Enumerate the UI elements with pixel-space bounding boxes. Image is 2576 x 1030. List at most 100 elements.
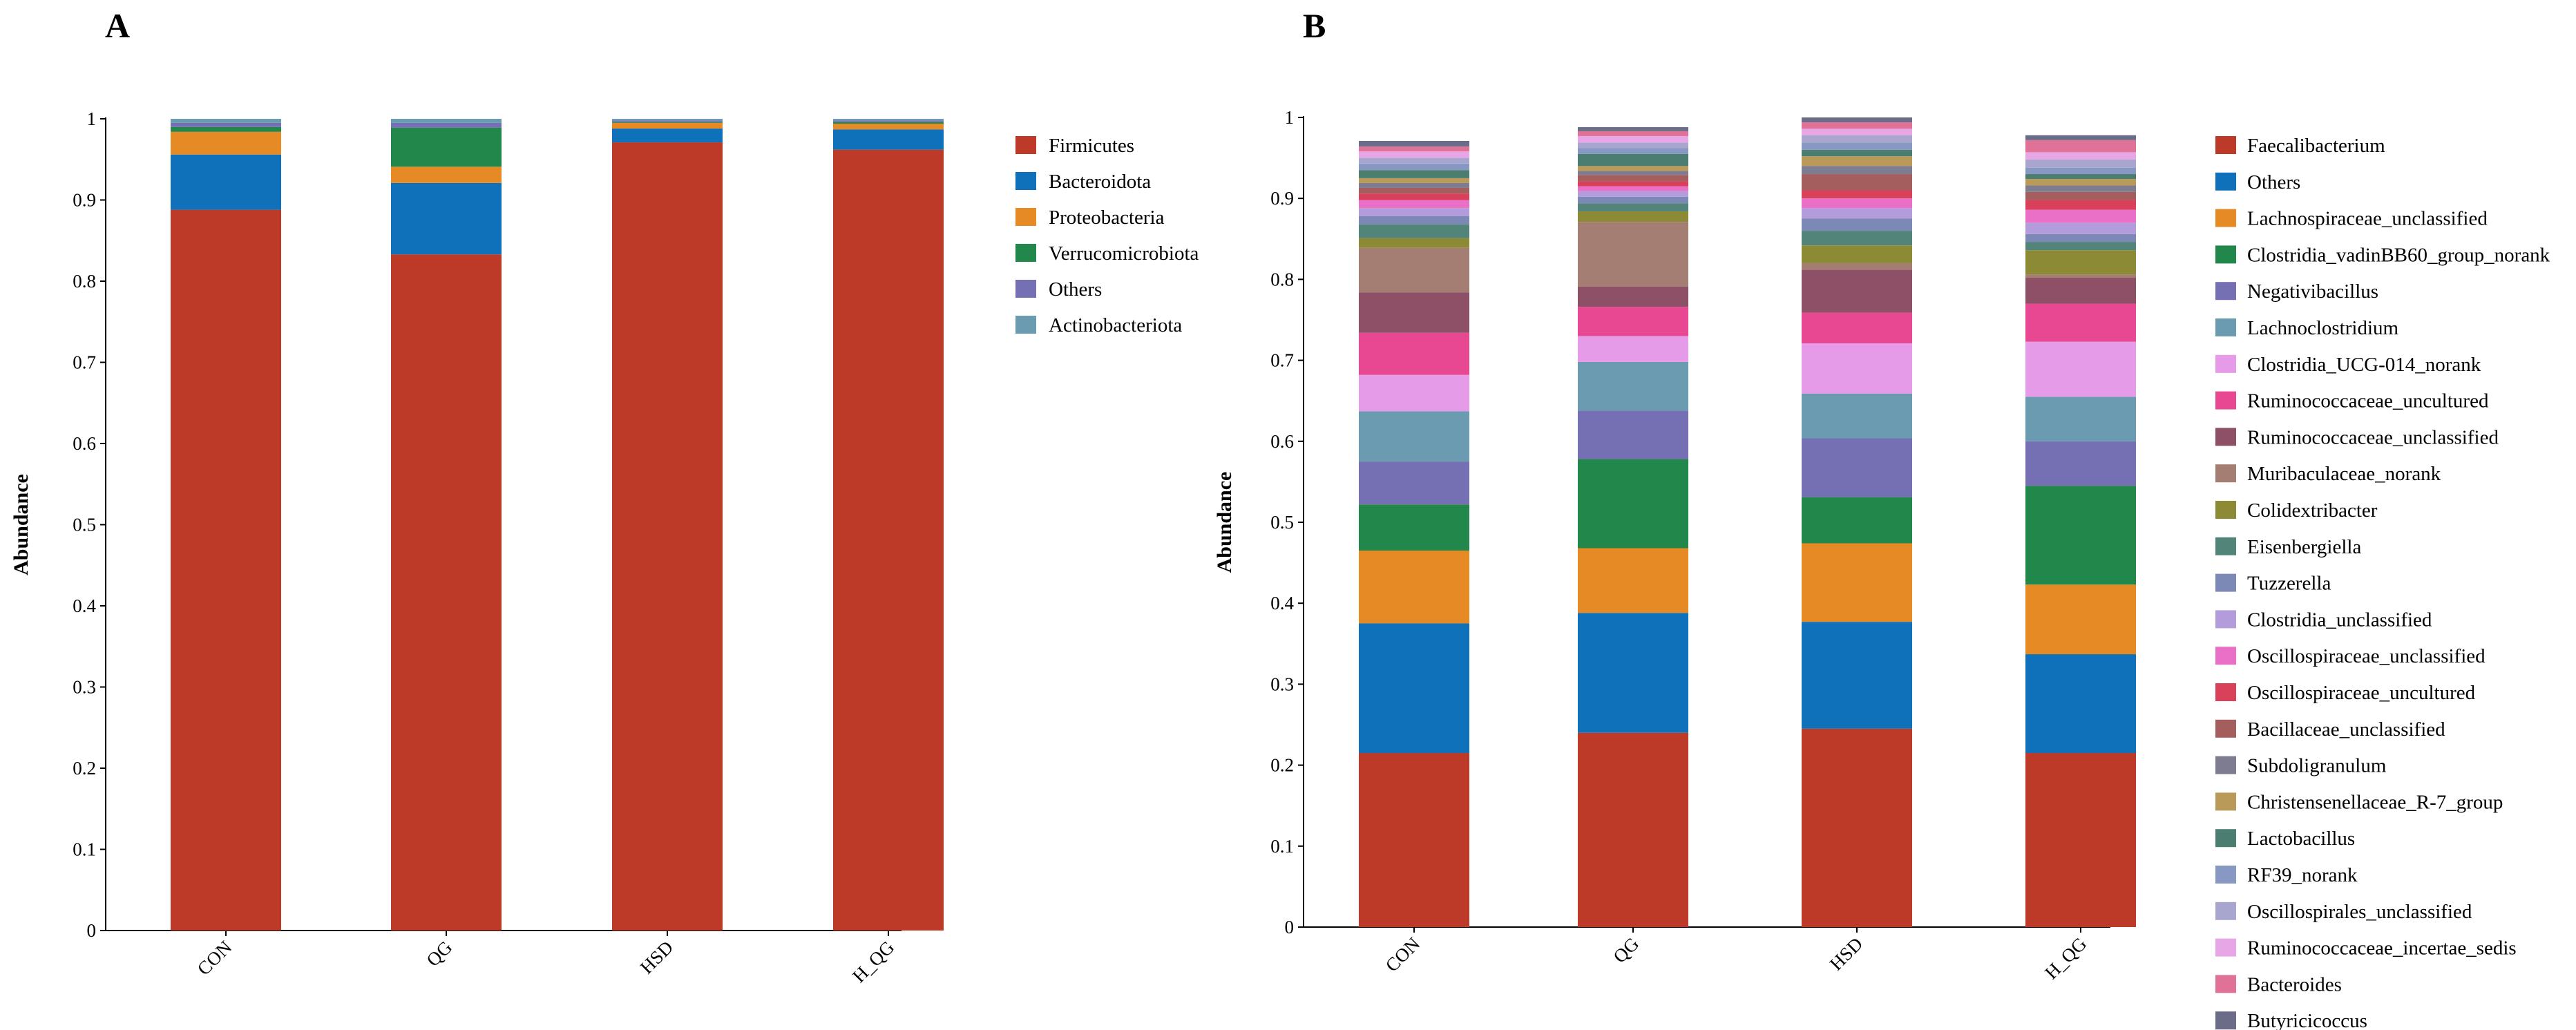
b-legend-swatch-tuzzerella <box>2215 573 2236 592</box>
a-y-tick-label: 0 <box>87 920 97 941</box>
a-y-tick-label: 0.2 <box>73 758 96 779</box>
b-bar-h-qg-ruminococcaceae-incertae-sedis <box>2025 152 2136 160</box>
a-bar-hsd-actinobacteriota <box>612 119 723 121</box>
b-bar-hsd-bacillaceae-unclassified <box>1802 174 1912 191</box>
a-y-tick-label: 0.9 <box>73 190 96 211</box>
b-bar-qg-bacteroides <box>1578 131 1688 136</box>
b-bar-qg-muribaculaceae-norank <box>1578 222 1688 287</box>
a-bar-qg-bacteroidota <box>391 182 502 255</box>
b-legend-swatch-colidextribacter <box>2215 501 2236 519</box>
b-bar-hsd-ruminococcaceae-incertae-sedis <box>1802 128 1912 135</box>
b-bar-con-eisenbergiella <box>1359 224 1469 238</box>
b-bar-qg-lachnoclostridium <box>1578 361 1688 411</box>
b-x-tick-label: HSD <box>1826 933 1867 974</box>
b-bar-con-rf39-norank <box>1359 163 1469 171</box>
b-legend-swatch-butyricicoccus <box>2215 1011 2236 1030</box>
b-bar-qg-clostridia-vadinbb60-group-norank <box>1578 459 1688 549</box>
b-legend-label-oscillospirales-unclassified: Oscillospirales_unclassified <box>2247 901 2472 923</box>
b-legend-label-lachnoclostridium: Lachnoclostridium <box>2247 317 2399 339</box>
b-legend-label-oscillospiraceae-uncultured: Oscillospiraceae_uncultured <box>2247 682 2476 704</box>
b-bar-con-muribaculaceae-norank <box>1359 247 1469 293</box>
b-bar-h-qg-christensenellaceae-r-7-group <box>2025 179 2136 186</box>
b-bar-hsd-ruminococcaceae-unclassified <box>1802 269 1912 313</box>
a-bar-h-qg-firmicutes <box>833 149 944 931</box>
b-bar-hsd-subdoligranulum <box>1802 166 1912 175</box>
b-legend-label-clostridia-ucg-014-norank: Clostridia_UCG-014_norank <box>2247 354 2481 376</box>
b-bar-qg-eisenbergiella <box>1578 203 1688 211</box>
b-bar-qg-bacillaceae-unclassified <box>1578 175 1688 182</box>
b-bar-con-subdoligranulum <box>1359 182 1469 188</box>
b-bar-h-qg-lachnospiraceae-unclassified <box>2025 584 2136 655</box>
b-bar-hsd-clostridia-ucg-014-norank <box>1802 343 1912 394</box>
b-x-tick-label: CON <box>1382 933 1424 976</box>
b-legend-swatch-lactobacillus <box>2215 829 2236 848</box>
a-bar-qg-proteobacteria <box>391 166 502 183</box>
b-legend-label-bacteroides: Bacteroides <box>2247 973 2342 995</box>
b-bar-hsd-rf39-norank <box>1802 142 1912 150</box>
b-legend-label-subdoligranulum: Subdoligranulum <box>2247 755 2387 777</box>
b-bar-qg-ruminococcaceae-uncultured <box>1578 307 1688 336</box>
a-bar-hsd-firmicutes <box>612 142 723 931</box>
a-bar-hsd-verrucomicrobiota <box>612 122 723 123</box>
b-y-tick-label: 0.5 <box>1270 512 1294 533</box>
b-bar-h-qg-colidextribacter <box>2025 250 2136 275</box>
b-bar-qg-oscillospirales-unclassified <box>1578 142 1688 149</box>
a-legend-swatch-proteobacteria <box>1015 208 1036 226</box>
b-legend-swatch-oscillospiraceae-uncultured <box>2215 683 2236 701</box>
b-bar-con-lactobacillus <box>1359 170 1469 178</box>
b-bar-qg-clostridia-unclassified <box>1578 191 1688 197</box>
b-bar-h-qg-ruminococcaceae-unclassified <box>2025 278 2136 304</box>
b-bar-qg-faecalibacterium <box>1578 732 1688 927</box>
b-bar-qg-tuzzerella <box>1578 196 1688 204</box>
b-bar-hsd-lachnospiraceae-unclassified <box>1802 543 1912 622</box>
b-bar-qg-colidextribacter <box>1578 211 1688 222</box>
b-bar-qg-rf39-norank <box>1578 148 1688 154</box>
a-bar-hsd-others <box>612 120 723 122</box>
a-x-tick-label: HSD <box>636 937 677 977</box>
b-y-tick-label: 0.1 <box>1270 836 1294 857</box>
b-legend-swatch-oscillospirales-unclassified <box>2215 902 2236 920</box>
b-legend-swatch-clostridia-ucg-014-norank <box>2215 354 2236 373</box>
a-bar-qg-firmicutes <box>391 254 502 931</box>
chart-b-genus-abundance: 0 0.1 0.2 0.3 0.4 0.5 0.6 0.7 0.8 0.9 1 Abundance CO… <box>1213 107 2550 1030</box>
b-x-tick-label: H_QG <box>2041 933 2090 983</box>
a-bar-hsd-bacteroidota <box>612 128 723 143</box>
b-bar-hsd-oscillospiraceae-unclassified <box>1802 198 1912 209</box>
a-bar-h-qg-actinobacteriota <box>833 119 944 121</box>
b-bar-hsd-clostridia-vadinbb60-group-norank <box>1802 497 1912 544</box>
b-legend-label-bacillaceae-unclassified: Bacillaceae_unclassified <box>2247 718 2445 741</box>
b-bar-qg-clostridia-ucg-014-norank <box>1578 336 1688 362</box>
b-bar-con-bacillaceae-unclassified <box>1359 187 1469 194</box>
b-legend-swatch-eisenbergiella <box>2215 537 2236 555</box>
a-y-tick-label: 0.4 <box>73 595 96 616</box>
b-bar-con-lachnoclostridium <box>1359 411 1469 462</box>
a-bar-h-qg-proteobacteria <box>833 124 944 130</box>
a-legend-swatch-verrucomicrobiota <box>1015 244 1036 262</box>
b-legend-label-negativibacillus: Negativibacillus <box>2247 280 2378 303</box>
b-legend-swatch-ruminococcaceae-uncultured <box>2215 391 2236 410</box>
b-legend-swatch-ruminococcaceae-incertae-sedis <box>2215 938 2236 957</box>
b-legend-swatch-bacillaceae-unclassified <box>2215 719 2236 738</box>
b-bar-h-qg-bacteroides <box>2025 140 2136 153</box>
b-bar-hsd-ruminococcaceae-uncultured <box>1802 312 1912 343</box>
b-bar-h-qg-subdoligranulum <box>2025 185 2136 192</box>
b-bar-h-qg-oscillospiraceae-uncultured <box>2025 200 2136 210</box>
b-bar-h-qg-muribaculaceae-norank <box>2025 274 2136 278</box>
b-bar-h-qg-oscillospirales-unclassified <box>2025 159 2136 168</box>
a-legend-swatch-firmicutes <box>1015 136 1036 154</box>
a-y-tick-label: 0.6 <box>73 433 96 454</box>
b-bar-hsd-others <box>1802 622 1912 729</box>
a-bar-h-qg-others <box>833 120 944 122</box>
b-legend-label-others: Others <box>2247 171 2300 193</box>
a-bar-qg-verrucomicrobiota <box>391 127 502 167</box>
b-legend-label-ruminococcaceae-unclassified: Ruminococcaceae_unclassified <box>2247 426 2499 448</box>
b-legend-label-tuzzerella: Tuzzerella <box>2247 573 2331 595</box>
a-legend-label-actinobacteriota: Actinobacteriota <box>1049 314 1182 336</box>
b-bar-h-qg-oscillospiraceae-unclassified <box>2025 209 2136 223</box>
b-bar-h-qg-others <box>2025 654 2136 754</box>
a-legend-swatch-bacteroidota <box>1015 172 1036 190</box>
b-bar-con-oscillospirales-unclassified <box>1359 158 1469 164</box>
b-legend-label-lactobacillus: Lactobacillus <box>2247 828 2355 850</box>
a-y-tick-label: 0.8 <box>73 271 96 292</box>
